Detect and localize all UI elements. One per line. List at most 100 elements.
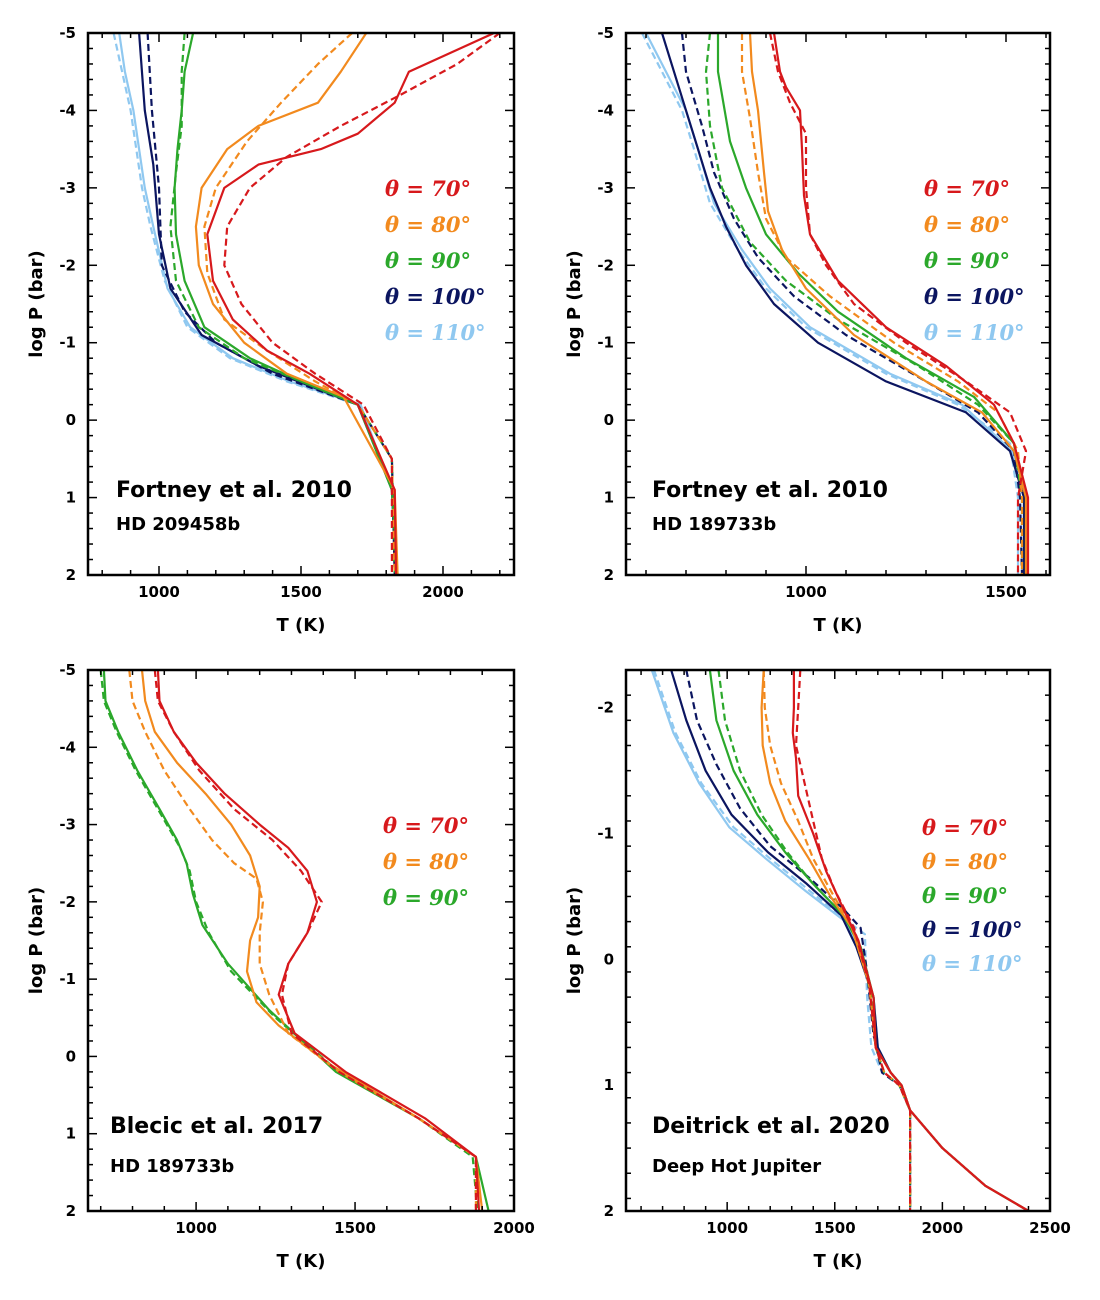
series-line-theta-100-solid bbox=[660, 33, 1026, 575]
x-axis-label: T (K) bbox=[814, 1251, 863, 1272]
x-tick-label: 2500 bbox=[1029, 1219, 1071, 1237]
panel-fortney-hd189733b: 1000 1500 -5 -4 -3 -2 -1 0 1 2 T (K) log P (bar) θ =… bbox=[564, 24, 1052, 636]
y-tick-label: -2 bbox=[59, 256, 76, 274]
legend-entry-theta-110: θ = 110° bbox=[924, 320, 1025, 345]
x-tick-label: 2000 bbox=[422, 583, 464, 601]
x-tick-label: 1000 bbox=[706, 1219, 748, 1237]
y-tick-label: -4 bbox=[59, 738, 76, 756]
series-group bbox=[650, 670, 1030, 1211]
legend-entry-theta-100: θ = 100° bbox=[922, 917, 1023, 942]
x-tick-label: 1500 bbox=[334, 1219, 376, 1237]
x-tick-label: 1000 bbox=[175, 1219, 217, 1237]
y-axis-label: log P (bar) bbox=[564, 250, 585, 358]
x-tick-label: 2000 bbox=[922, 1219, 964, 1237]
y-tick-label: -1 bbox=[59, 970, 76, 988]
y-tick-label: 2 bbox=[66, 566, 76, 584]
legend-entry-theta-70: θ = 70° bbox=[383, 813, 469, 838]
series-line-theta-80-solid bbox=[140, 670, 484, 1211]
x-axis-label: T (K) bbox=[814, 615, 863, 636]
annotation-source: Fortney et al. 2010 bbox=[116, 478, 352, 503]
x-axis-label: T (K) bbox=[277, 615, 326, 636]
legend-entry-theta-110: θ = 110° bbox=[922, 951, 1023, 976]
series-line-theta-80-solid bbox=[194, 33, 399, 575]
legend-entry-theta-70: θ = 70° bbox=[924, 176, 1010, 201]
legend-entry-theta-90: θ = 90° bbox=[385, 248, 471, 273]
legend-entry-theta-100: θ = 100° bbox=[385, 284, 486, 309]
y-tick-label: 1 bbox=[604, 489, 614, 507]
y-tick-label: -5 bbox=[597, 24, 614, 42]
y-tick-label: -5 bbox=[59, 661, 76, 679]
annotation-source: Blecic et al. 2017 bbox=[110, 1114, 323, 1139]
series-group bbox=[112, 33, 501, 575]
series-line-theta-80-dashed bbox=[203, 33, 396, 575]
legend-entry-theta-100: θ = 100° bbox=[924, 284, 1025, 309]
x-tick-label: 1500 bbox=[814, 1219, 856, 1237]
x-tick-label: 2000 bbox=[493, 1219, 535, 1237]
legend-entry-theta-80: θ = 80° bbox=[385, 212, 471, 237]
series-line-theta-70-solid bbox=[206, 33, 495, 575]
y-tick-label: 2 bbox=[604, 566, 614, 584]
annotation-planet: HD 189733b bbox=[652, 514, 776, 535]
y-tick-label: 1 bbox=[66, 1125, 76, 1143]
y-axis-label: log P (bar) bbox=[26, 250, 47, 358]
y-tick-label: -2 bbox=[59, 893, 76, 911]
y-tick-label: -3 bbox=[59, 179, 76, 197]
legend-entry-theta-90: θ = 90° bbox=[924, 248, 1010, 273]
series-group bbox=[641, 33, 1030, 575]
plot-frame bbox=[86, 668, 516, 1213]
y-tick-label: 2 bbox=[66, 1202, 76, 1220]
x-tick-label: 1000 bbox=[785, 583, 827, 601]
annotation-planet: HD 189733b bbox=[110, 1156, 234, 1177]
plot-frame bbox=[624, 668, 1052, 1213]
series-line-theta-70-solid bbox=[772, 33, 1030, 575]
series-line-theta-100-dashed bbox=[146, 33, 396, 575]
y-tick-label: -1 bbox=[597, 334, 614, 352]
annotation-source: Fortney et al. 2010 bbox=[652, 478, 888, 503]
legend-entry-theta-70: θ = 70° bbox=[385, 176, 471, 201]
y-tick-label: -2 bbox=[597, 699, 614, 717]
legend-entry-theta-80: θ = 80° bbox=[922, 849, 1008, 874]
series-line-theta-80-dashed bbox=[740, 33, 1024, 575]
legend-entry-theta-80: θ = 80° bbox=[924, 212, 1010, 237]
y-tick-label: 2 bbox=[604, 1202, 614, 1220]
legend-entry-theta-90: θ = 90° bbox=[922, 883, 1008, 908]
legend-entry-theta-80: θ = 80° bbox=[383, 849, 469, 874]
y-tick-label: 0 bbox=[604, 411, 614, 429]
x-tick-label: 1000 bbox=[138, 583, 180, 601]
y-axis-label: log P (bar) bbox=[564, 887, 585, 995]
x-tick-label: 1500 bbox=[280, 583, 322, 601]
legend-entry-theta-110: θ = 110° bbox=[385, 320, 486, 345]
x-tick-label: 1500 bbox=[985, 583, 1027, 601]
annotation-source: Deitrick et al. 2020 bbox=[652, 1114, 890, 1139]
x-axis-label: T (K) bbox=[277, 1251, 326, 1272]
y-tick-label: -4 bbox=[597, 101, 614, 119]
y-axis-label: log P (bar) bbox=[26, 887, 47, 995]
annotation-planet: Deep Hot Jupiter bbox=[652, 1156, 821, 1177]
y-tick-label: 0 bbox=[604, 950, 614, 968]
legend-entry-theta-90: θ = 90° bbox=[383, 885, 469, 910]
y-tick-label: 0 bbox=[66, 1047, 76, 1065]
y-tick-label: -5 bbox=[59, 24, 76, 42]
legend-entry-theta-70: θ = 70° bbox=[922, 815, 1008, 840]
panel-deitrick-deep-hot-jupiter: 1000 1500 2000 2500 -2 -1 0 1 2 T (K) log P (bar) θ… bbox=[564, 668, 1071, 1272]
y-tick-label: 1 bbox=[604, 1076, 614, 1094]
series-line-theta-70-solid bbox=[791, 670, 1030, 1211]
series-line-theta-70-solid bbox=[156, 670, 481, 1211]
series-group bbox=[99, 670, 490, 1211]
y-tick-label: -4 bbox=[59, 101, 76, 119]
series-line-theta-70-dashed bbox=[768, 33, 1028, 575]
y-tick-label: 1 bbox=[66, 489, 76, 507]
series-line-theta-110-dashed bbox=[652, 670, 912, 1211]
panel-fortney-hd209458b: 1000 1500 2000 -5 -4 -3 -2 -1 0 1 2 T (K) log P (bar… bbox=[26, 24, 516, 636]
y-tick-label: -1 bbox=[59, 334, 76, 352]
y-tick-label: -2 bbox=[597, 256, 614, 274]
y-tick-label: -3 bbox=[59, 816, 76, 834]
y-tick-label: 0 bbox=[66, 411, 76, 429]
annotation-planet: HD 209458b bbox=[116, 514, 240, 535]
series-line-theta-110-dashed bbox=[641, 33, 1020, 575]
y-tick-label: -3 bbox=[597, 179, 614, 197]
panel-blecic-hd189733b: 1000 1500 2000 -5 -4 -3 -2 -1 0 1 2 T (K) log P (bar… bbox=[26, 661, 535, 1272]
series-line-theta-80-solid bbox=[748, 33, 1028, 575]
y-tick-label: -1 bbox=[597, 825, 614, 843]
